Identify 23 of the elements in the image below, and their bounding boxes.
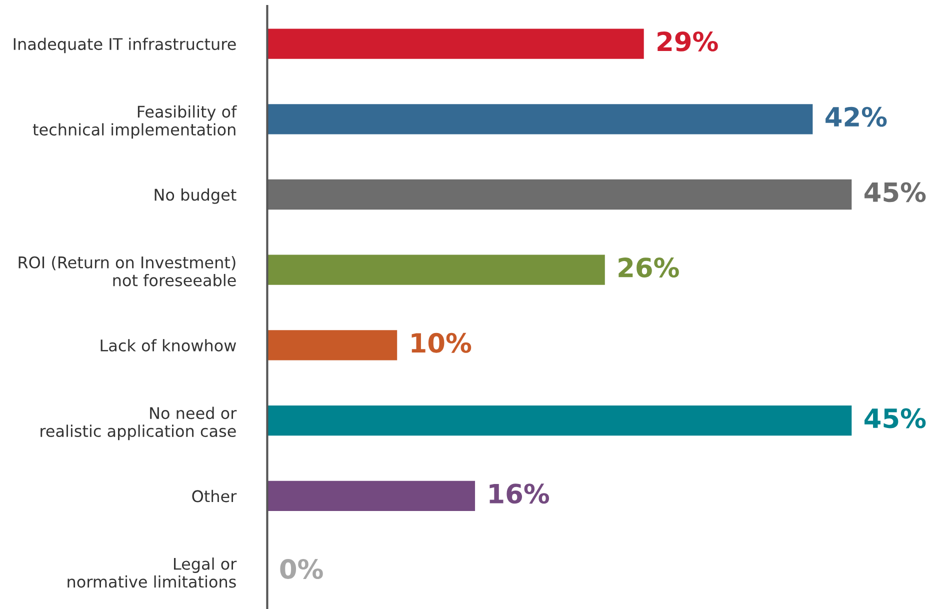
data-label: 45%: [864, 182, 926, 202]
data-label: 10%: [412, 332, 472, 353]
data-label: 0%: [280, 559, 323, 579]
bar: [267, 104, 813, 134]
bar: [267, 28, 644, 59]
bar: [267, 480, 476, 512]
y-tick-label: ROI (Return on Investment) not foreseeable: [18, 256, 236, 286]
bar: [267, 254, 605, 285]
data-label: 16%: [490, 484, 550, 504]
y-tick-label: Inadequate IT infrastructure: [14, 38, 236, 54]
bar: [267, 179, 852, 210]
bar: [267, 406, 852, 436]
data-label: 29%: [658, 31, 718, 52]
bar: [267, 330, 398, 360]
y-tick-label: Feasibility of technical implementation: [32, 105, 237, 139]
y-tick-label: Other: [192, 490, 237, 502]
data-label: 42%: [826, 106, 887, 127]
data-label: 45%: [864, 408, 926, 428]
y-tick-label: No budget: [154, 188, 236, 204]
y-tick-label: Lack of knowhow: [100, 339, 236, 352]
y-tick-label: No need or realistic application case: [40, 406, 237, 440]
y-tick-label: Legal or normative limitations: [68, 558, 237, 588]
data-label: 26%: [618, 258, 679, 278]
